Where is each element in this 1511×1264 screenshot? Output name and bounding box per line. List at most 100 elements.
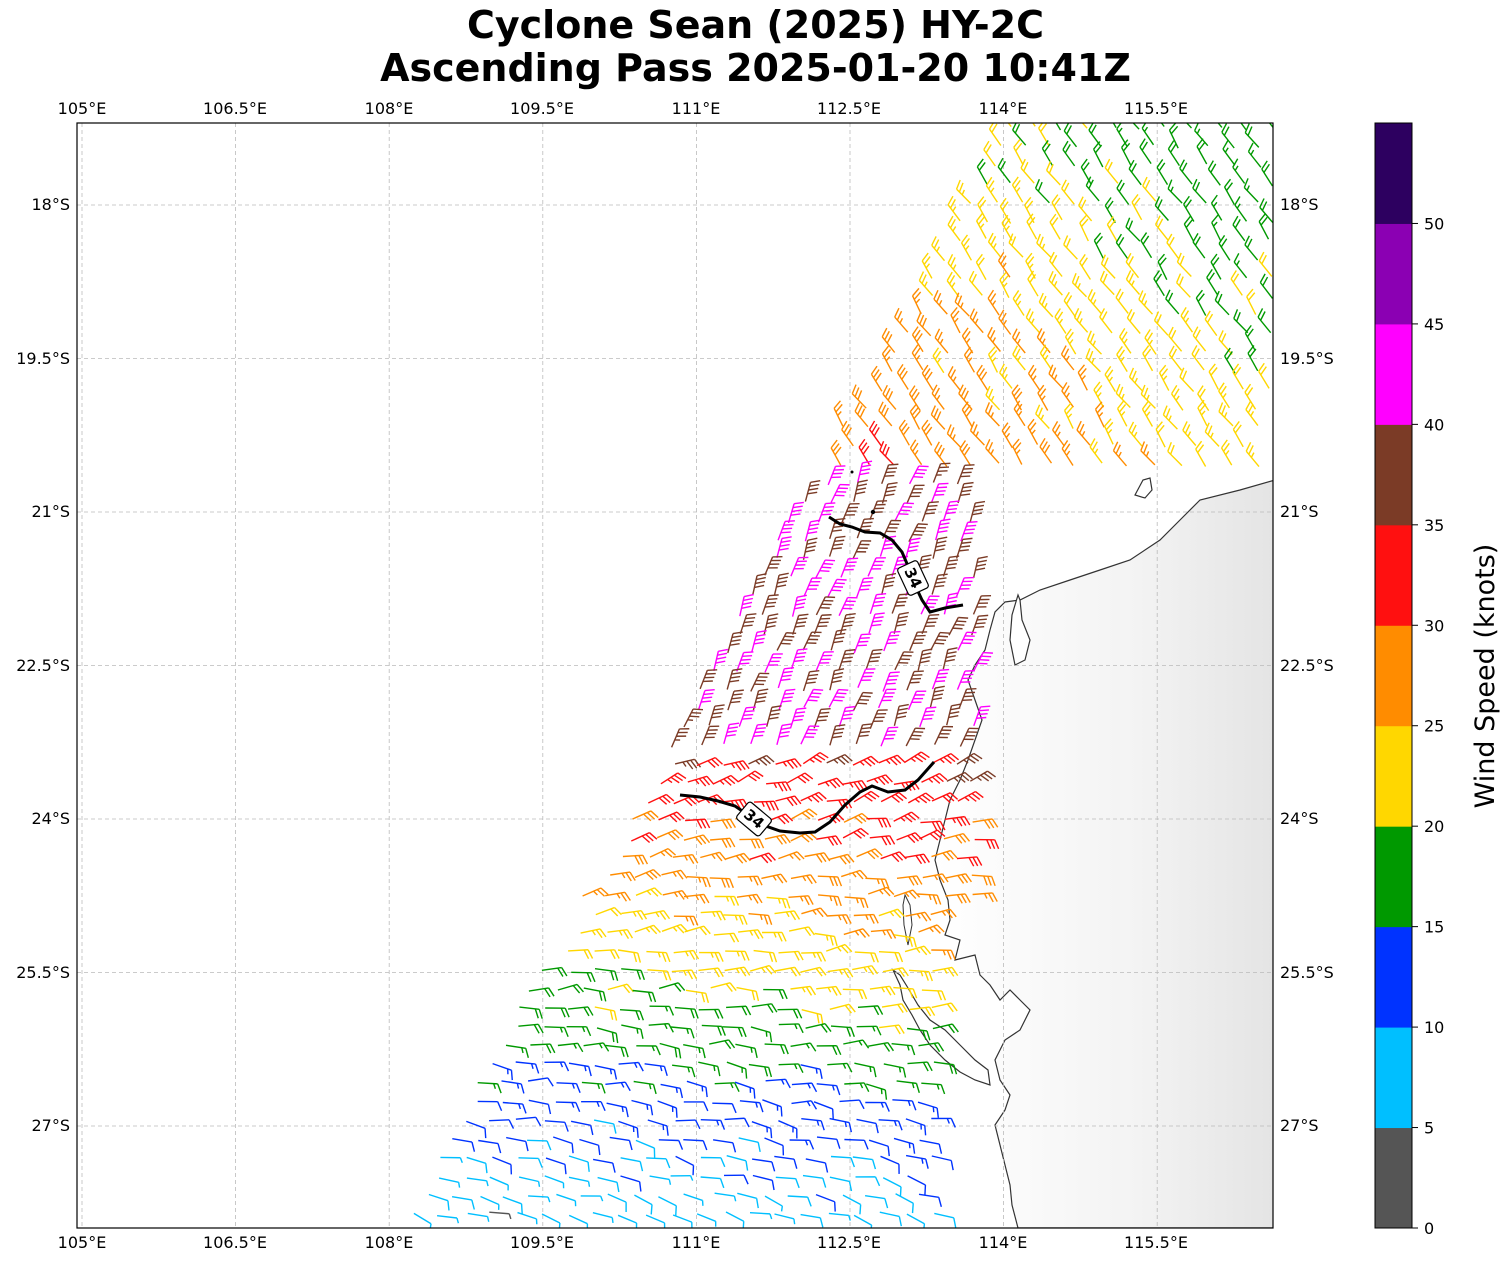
wind-barb bbox=[804, 480, 821, 502]
colorbar-tick-label: 0 bbox=[1424, 1219, 1434, 1238]
wind-barb bbox=[428, 1193, 450, 1211]
wind-barb bbox=[674, 1006, 699, 1019]
wind-barb bbox=[605, 1044, 629, 1058]
land-mass bbox=[934, 479, 1273, 1228]
wind-barb bbox=[813, 708, 831, 729]
wind-barb bbox=[956, 464, 975, 485]
wind-barb bbox=[670, 728, 690, 748]
lat-left-tick: 22.5°S bbox=[16, 656, 70, 675]
wind-barb bbox=[827, 465, 846, 486]
wind-barb bbox=[1142, 176, 1157, 202]
wind-barb bbox=[893, 934, 917, 948]
wind-barb bbox=[555, 1101, 581, 1112]
wind-barb bbox=[1167, 441, 1183, 467]
wind-barb bbox=[997, 157, 1011, 184]
wind-barb bbox=[1142, 345, 1154, 372]
wind-barb bbox=[672, 854, 699, 865]
wind-barb bbox=[816, 985, 842, 996]
wind-barb bbox=[931, 1117, 956, 1128]
wind-barb bbox=[830, 1025, 855, 1038]
wind-barb bbox=[790, 556, 809, 577]
wind-barb bbox=[748, 1063, 773, 1078]
wind-barb bbox=[1153, 270, 1165, 297]
wind-barb bbox=[815, 651, 834, 671]
wind-barb bbox=[749, 852, 776, 864]
wind-barb bbox=[712, 1139, 737, 1153]
wind-barb bbox=[1233, 309, 1249, 334]
wind-barb bbox=[594, 949, 620, 960]
wind-barb bbox=[896, 875, 923, 886]
wind-barb bbox=[687, 775, 714, 787]
wind-barb bbox=[918, 924, 945, 934]
wind-barb bbox=[950, 306, 961, 334]
wind-barb bbox=[683, 1139, 708, 1151]
wind-barb bbox=[413, 1212, 432, 1228]
wind-barb bbox=[917, 648, 933, 671]
wind-barb bbox=[636, 1045, 661, 1056]
wind-barb bbox=[909, 631, 928, 651]
wind-barb bbox=[466, 1156, 488, 1174]
wind-barb bbox=[776, 536, 792, 558]
wind-barb bbox=[948, 616, 969, 636]
wind-barb bbox=[866, 817, 892, 828]
wind-barb bbox=[1244, 235, 1259, 261]
wind-barb bbox=[617, 949, 642, 963]
lat-left-tick: 19.5°S bbox=[16, 349, 70, 368]
wind-barb bbox=[766, 705, 782, 727]
wind-barb bbox=[634, 869, 662, 881]
axis-tick-labels: 105°E 106.5°E 108°E 109.5°E 111°E 112.5°… bbox=[16, 99, 1334, 1252]
wind-barb bbox=[844, 1138, 869, 1150]
wind-barb bbox=[879, 1024, 905, 1035]
wind-barb bbox=[932, 966, 959, 977]
wind-barb bbox=[865, 648, 883, 670]
wind-barb bbox=[748, 913, 773, 925]
wind-barb bbox=[528, 1195, 551, 1203]
figure-title: Cyclone Sean (2025) HY-2C Ascending Pass… bbox=[0, 4, 1511, 90]
wind-barb bbox=[527, 1077, 554, 1087]
wind-barb bbox=[868, 612, 885, 634]
wind-barb bbox=[568, 1062, 592, 1077]
wind-barb bbox=[658, 1196, 677, 1216]
wind-barb bbox=[1001, 422, 1014, 449]
wind-barb bbox=[816, 1083, 841, 1096]
wind-barb bbox=[906, 1213, 926, 1228]
wind-barb bbox=[802, 631, 822, 651]
wind-barb bbox=[605, 891, 631, 902]
wind-barb bbox=[646, 1157, 671, 1169]
wind-barb bbox=[518, 1157, 543, 1168]
lon-top-tick: 114°E bbox=[979, 99, 1028, 118]
wind-barb bbox=[1179, 367, 1195, 392]
wind-barb bbox=[905, 911, 932, 922]
wind-barb bbox=[818, 894, 842, 907]
wind-barb bbox=[709, 1039, 736, 1050]
wind-barb bbox=[930, 631, 950, 651]
wind-barb bbox=[752, 1158, 776, 1172]
gridlines bbox=[77, 123, 1273, 1228]
wind-barb bbox=[955, 537, 973, 559]
wind-barb bbox=[957, 481, 974, 504]
wind-barb bbox=[843, 1039, 870, 1049]
wind-barb bbox=[478, 1139, 502, 1154]
wind-barb bbox=[933, 289, 948, 315]
wind-barb bbox=[921, 1082, 946, 1095]
wind-barb bbox=[843, 928, 870, 938]
wind-barb bbox=[763, 988, 788, 1000]
wind-barb bbox=[997, 251, 1011, 278]
lat-right-tick: 19.5°S bbox=[1280, 349, 1334, 368]
wind-barb bbox=[1026, 213, 1038, 240]
wind-barb bbox=[1104, 197, 1116, 224]
wind-barb bbox=[1020, 158, 1035, 184]
wind-barb bbox=[844, 896, 869, 909]
wind-barb bbox=[737, 875, 763, 886]
wind-barb bbox=[933, 1061, 958, 1075]
wind-barb bbox=[620, 1175, 642, 1192]
map-frame bbox=[76, 122, 1274, 1229]
wind-barb bbox=[686, 876, 711, 888]
wind-barb bbox=[1052, 421, 1065, 447]
wind-barb bbox=[1128, 159, 1142, 186]
wind-barb bbox=[594, 1006, 618, 1021]
wind-barb bbox=[477, 1100, 503, 1112]
wind-barb bbox=[568, 1176, 591, 1187]
wind-barb bbox=[882, 671, 900, 692]
wind-barb bbox=[870, 365, 883, 392]
